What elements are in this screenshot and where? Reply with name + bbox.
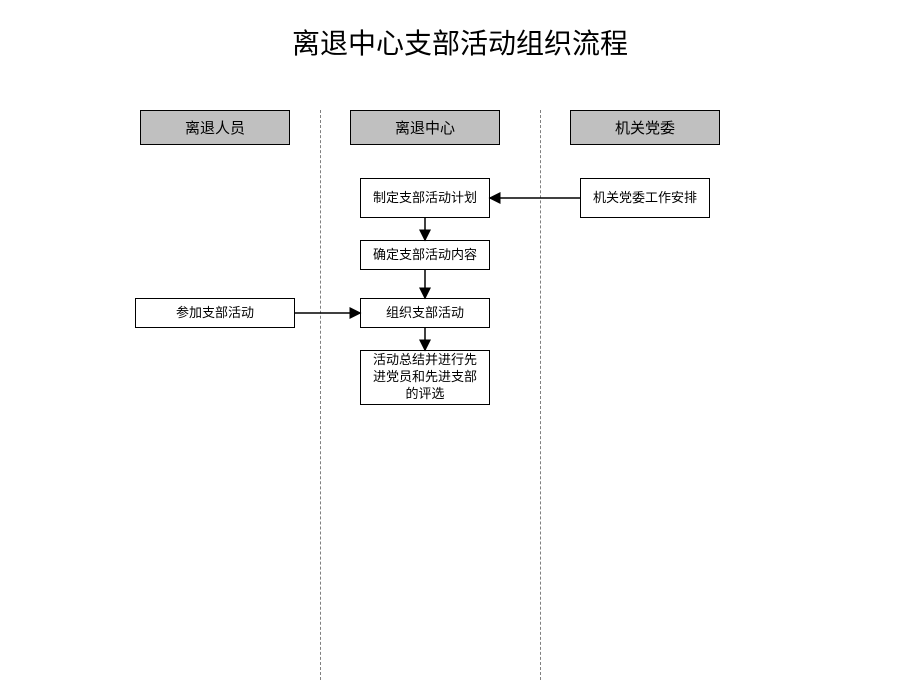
lane-header-lane1: 离退人员 xyxy=(140,110,290,145)
node-n_arrange: 机关党委工作安排 xyxy=(580,178,710,218)
node-n_org: 组织支部活动 xyxy=(360,298,490,328)
node-n_summary: 活动总结并进行先进党员和先进支部的评选 xyxy=(360,350,490,405)
node-n_join: 参加支部活动 xyxy=(135,298,295,328)
node-n_plan: 制定支部活动计划 xyxy=(360,178,490,218)
lane-header-lane2: 离退中心 xyxy=(350,110,500,145)
lane-divider-1 xyxy=(540,110,541,680)
lane-header-lane3: 机关党委 xyxy=(570,110,720,145)
edges-svg xyxy=(0,0,920,690)
lane-divider-0 xyxy=(320,110,321,680)
node-n_content: 确定支部活动内容 xyxy=(360,240,490,270)
diagram-title: 离退中心支部活动组织流程 xyxy=(0,22,920,62)
